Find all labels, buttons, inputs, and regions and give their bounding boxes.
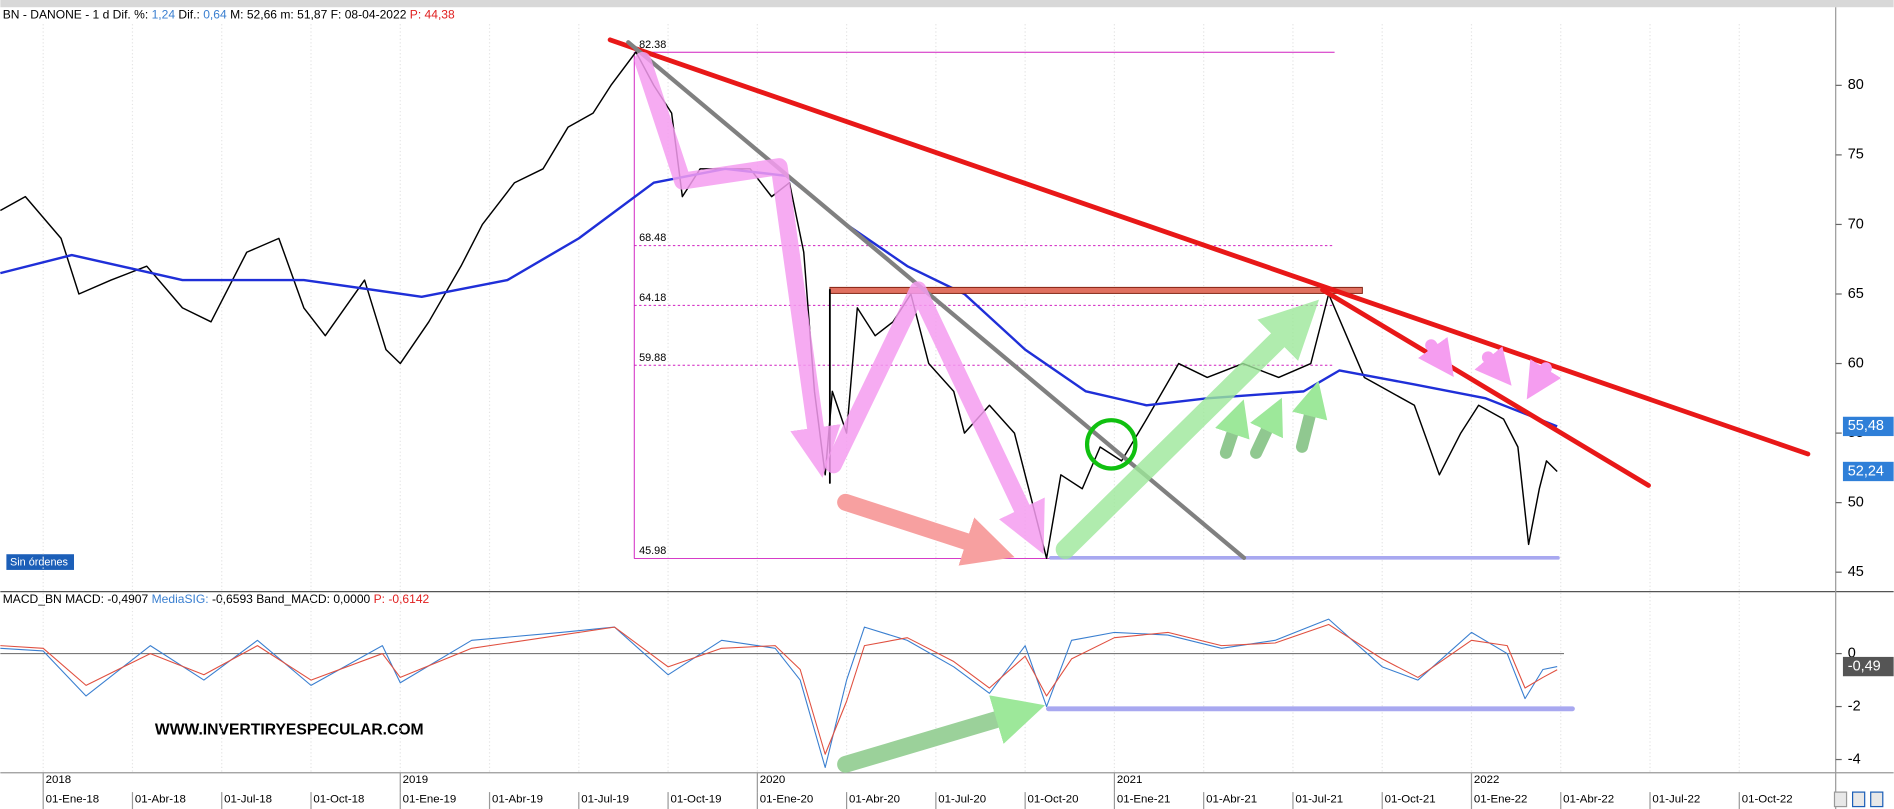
badge-box: [6, 554, 75, 570]
y-tick-label: 50: [1848, 494, 1864, 510]
header-part: MediaSIG:: [152, 592, 209, 606]
highlight-circle: [1084, 418, 1138, 471]
fib-label: 59.88: [639, 352, 666, 364]
green-arrow: [1215, 399, 1250, 459]
x-tick-label: 01-Jul-20: [938, 793, 986, 805]
header-part: Band_MACD: 0,0000: [256, 592, 370, 606]
trendline: [607, 37, 1811, 457]
watermark: WWW.INVERTIRYESPECULAR.COM: [155, 722, 424, 739]
nav-button[interactable]: [1870, 791, 1884, 808]
pink-arrow: [1418, 336, 1454, 377]
top-bar: [0, 0, 1894, 8]
pink-arrow: [634, 51, 841, 478]
header-part: -0,4907: [107, 592, 148, 606]
nav-button[interactable]: [1851, 791, 1866, 808]
fib-label: 45.98: [639, 545, 666, 557]
y-tick-label: -2: [1848, 698, 1861, 714]
pink-arrow: [1526, 359, 1562, 400]
header-part: M: 52,66 m: 51,87 F: 08-04-2022: [230, 8, 407, 22]
green-arrow: [1055, 299, 1320, 560]
year-label: 2021: [1117, 774, 1143, 786]
y-tick-label: 75: [1848, 147, 1864, 163]
header-part: -0,6593: [212, 592, 253, 606]
x-tick-label: 01-Abr-22: [1563, 793, 1614, 805]
plot: [0, 51, 1558, 769]
last-value-box: [1842, 416, 1894, 437]
year-label: 2020: [760, 774, 786, 786]
series-line: [0, 618, 1558, 769]
year-label: 2022: [1474, 774, 1500, 786]
y-tick-label: 65: [1848, 286, 1864, 302]
series-line: [0, 51, 1558, 559]
x-tick-label: 01-Abr-18: [135, 793, 186, 805]
header-part: P: -0,6142: [374, 592, 430, 606]
x-tick-label: 01-Ene-20: [760, 793, 814, 805]
nav-button[interactable]: [1833, 791, 1848, 808]
last-value-label: -0,49: [1848, 658, 1881, 674]
last-value-box: [1842, 461, 1894, 482]
x-tick-label: 01-Oct-22: [1742, 793, 1793, 805]
y-tick-label: -4: [1848, 751, 1861, 767]
header-part: Dif.:: [178, 8, 199, 22]
header-part: P: 44,38: [410, 8, 455, 22]
y-tick-label: 45: [1848, 564, 1864, 580]
header-part: 0,64: [203, 8, 227, 22]
fib-label: 68.48: [639, 232, 666, 244]
series-line: [0, 623, 1558, 755]
x-tick-label: 01-Abr-21: [1206, 793, 1257, 805]
last-value-label: 55,48: [1848, 418, 1884, 434]
header-part: BN - DANONE - 1 d Dif. %:: [3, 8, 148, 22]
x-tick-label: 01-Oct-21: [1385, 793, 1436, 805]
x-tick-label: 01-Ene-22: [1474, 793, 1528, 805]
x-tick-label: 01-Oct-19: [670, 793, 721, 805]
x-tick-label: 01-Jul-22: [1652, 793, 1700, 805]
macd-header: MACD_BN MACD: -0,4907 MediaSIG: -0,6593 …: [3, 592, 430, 606]
pink-arrow: [1474, 346, 1512, 386]
annotations: [607, 37, 1811, 773]
badge: Sin órdenes: [10, 557, 69, 569]
x-tick-label: 01-Ene-21: [1117, 793, 1171, 805]
trendline: [1320, 287, 1651, 488]
x-tick-label: 01-Abr-20: [849, 793, 900, 805]
last-value-box: [1842, 656, 1894, 677]
red-arrow: [837, 493, 1015, 566]
last-value-label: 52,24: [1848, 463, 1884, 479]
x-tick-label: 01-Oct-18: [313, 793, 364, 805]
green-arrow: [1250, 397, 1283, 459]
y-tick-label: 80: [1848, 77, 1864, 93]
x-tick-label: 01-Jul-19: [581, 793, 629, 805]
y-tick-label: 60: [1848, 355, 1864, 371]
fib-label: 64.18: [639, 292, 666, 304]
x-tick-label: 01-Oct-20: [1028, 793, 1079, 805]
green-arrow: [837, 695, 1045, 773]
year-label: 2019: [403, 774, 429, 786]
x-tick-label: 01-Jul-21: [1295, 793, 1343, 805]
fib-label: 82.38: [639, 39, 666, 51]
y-tick-label: 0: [1848, 645, 1856, 661]
green-arrow: [1292, 380, 1328, 453]
pink-arrow: [825, 281, 1045, 555]
axis-labels: 01-Ene-18 01-Abr-18 01-Jul-18 01-Oct-18 01-E…: [42, 39, 1894, 809]
year-label: 2018: [46, 774, 72, 786]
x-tick-label: 01-Jul-18: [224, 793, 272, 805]
price-header: BN - DANONE - 1 d Dif. %: 1,24 Dif.: 0,6…: [3, 8, 455, 22]
x-tick-label: 01-Ene-19: [403, 793, 457, 805]
x-tick-label: 01-Abr-19: [492, 793, 543, 805]
header-part: MACD_BN MACD:: [3, 592, 104, 606]
y-tick-label: 70: [1848, 216, 1864, 232]
header-part: 1,24: [152, 8, 176, 22]
x-tick-label: 01-Ene-18: [46, 793, 100, 805]
